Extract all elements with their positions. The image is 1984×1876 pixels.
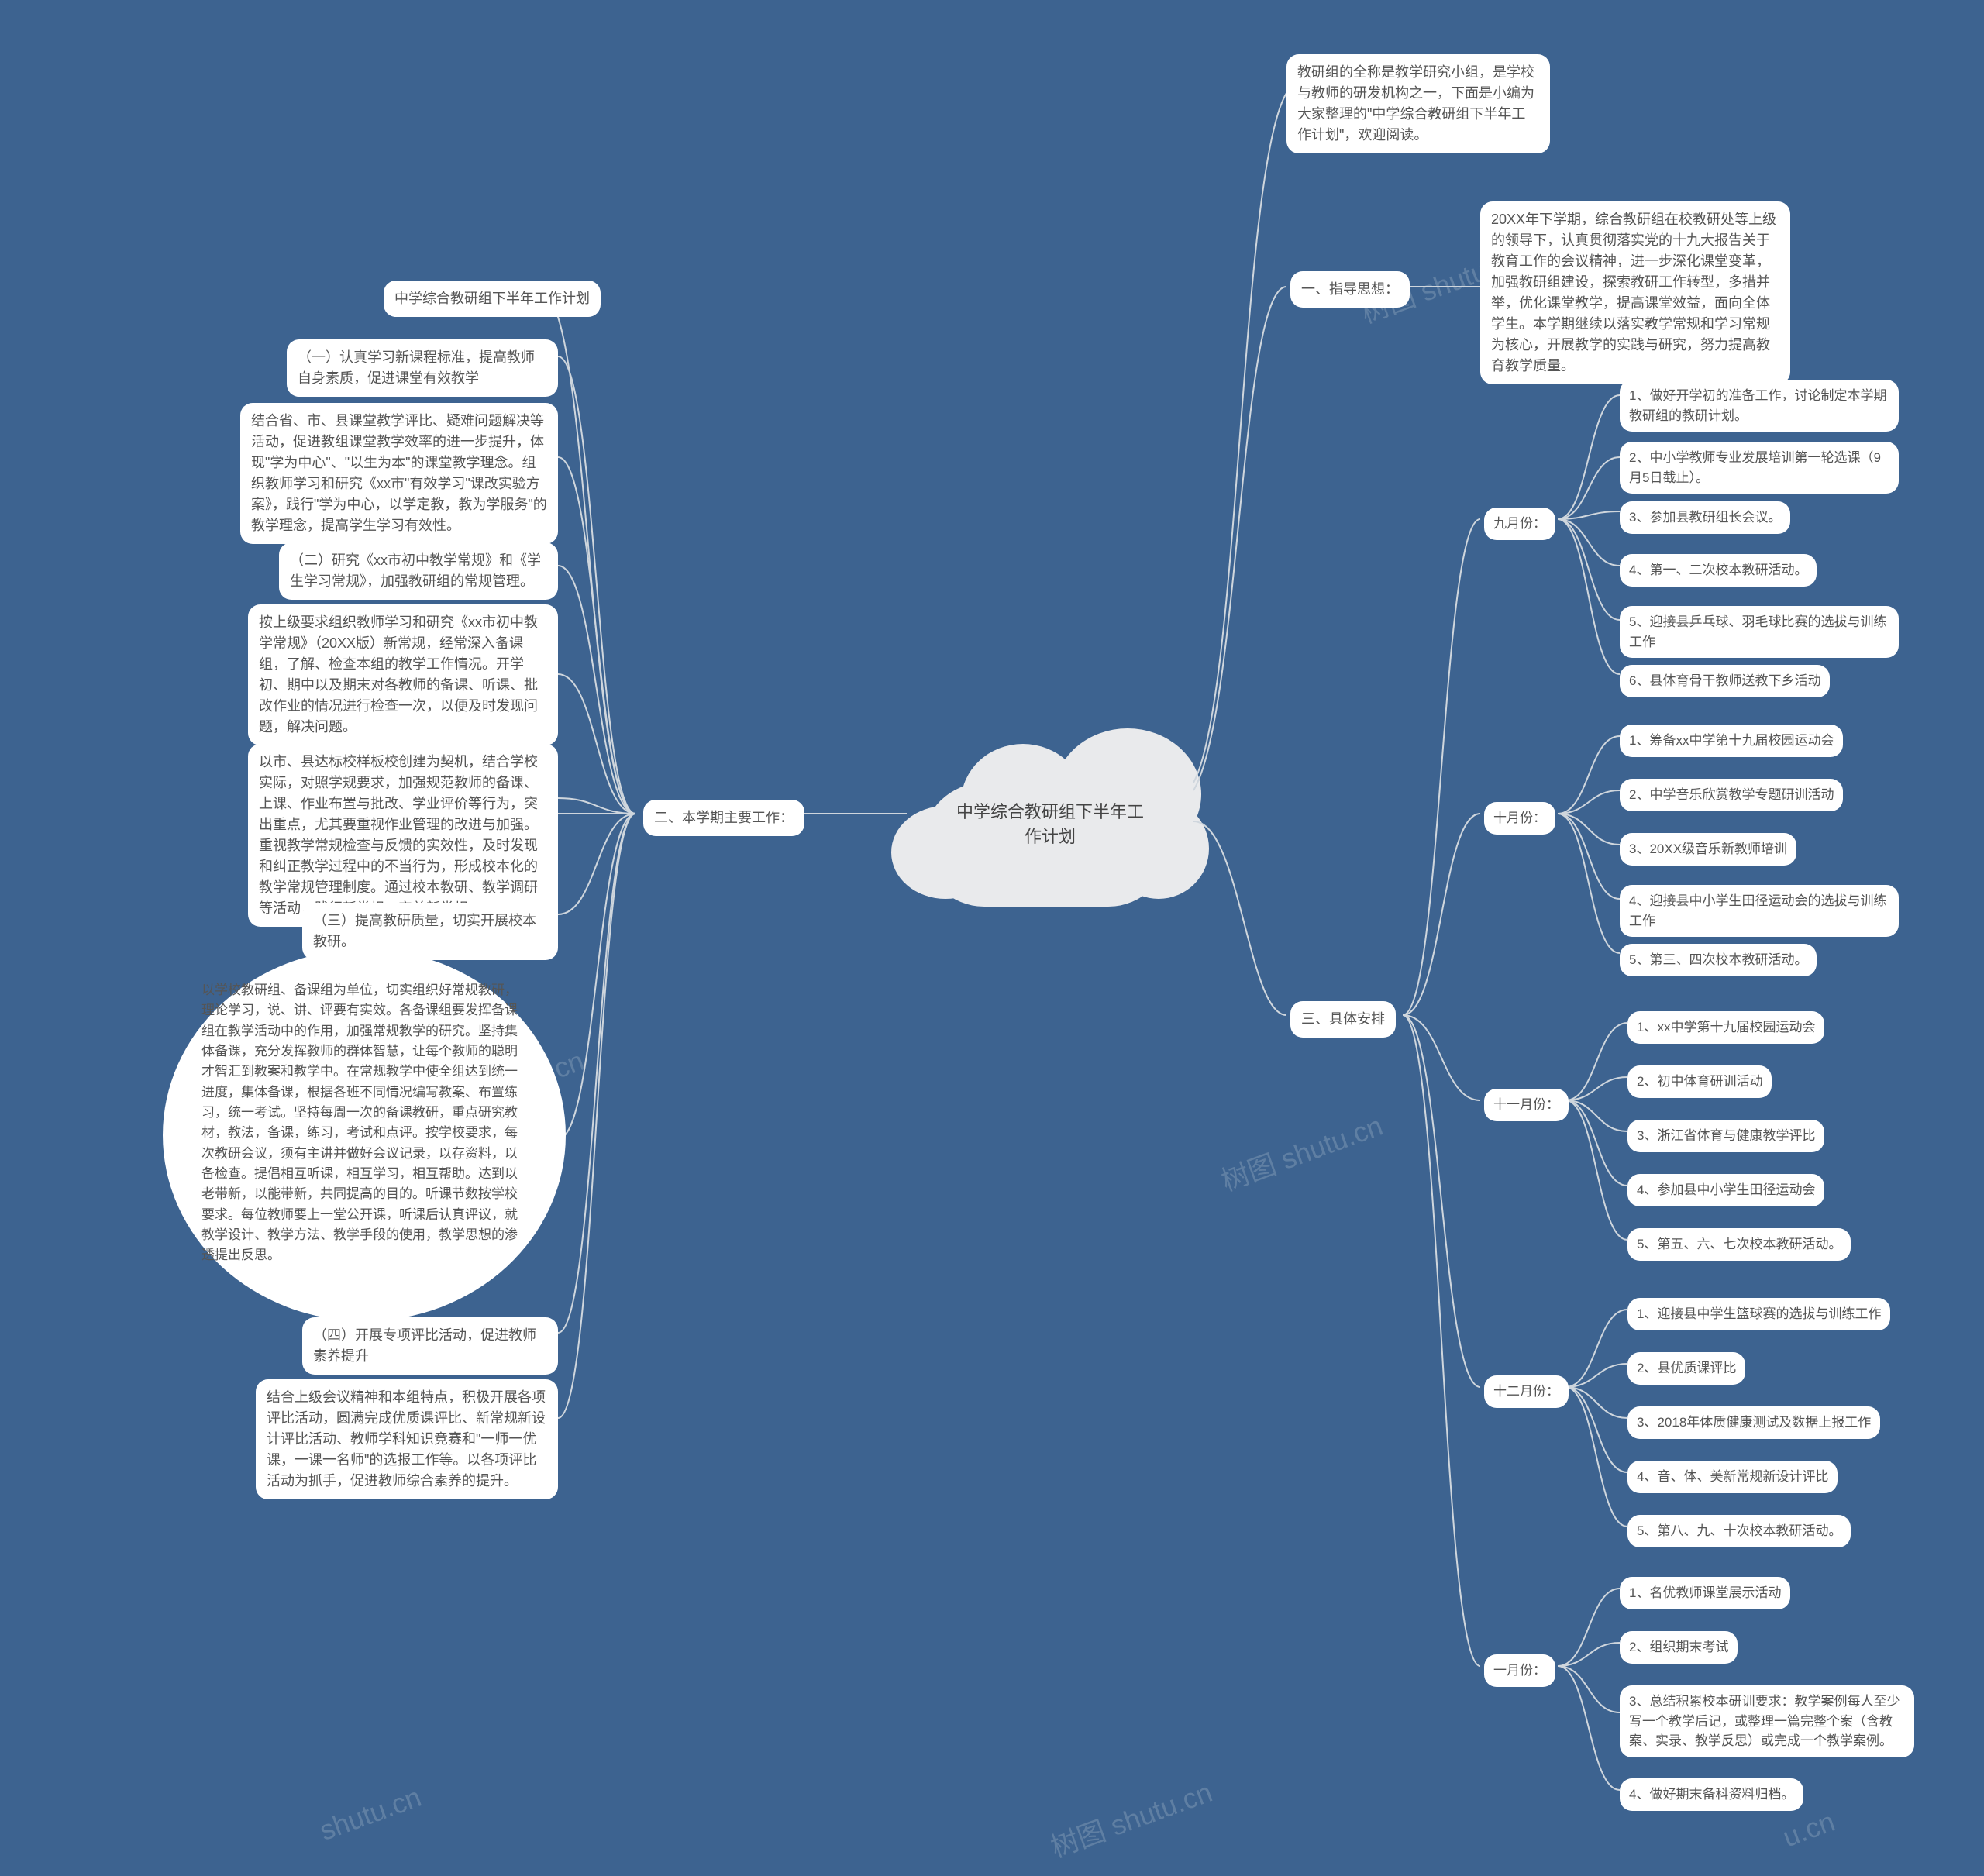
jan-item-4: 4、做好期末备科资料归档。	[1620, 1778, 1803, 1811]
left-top-title: 中学综合教研组下半年工作计划	[384, 281, 601, 317]
left-item1: （一）认真学习新课程标准，提高教师自身素质，促进课堂有效教学	[287, 339, 558, 397]
oct-item-4: 4、迎接县中小学生田径运动会的选拔与训练工作	[1620, 885, 1899, 937]
oct-item-3: 3、20XX级音乐新教师培训	[1620, 833, 1796, 866]
left-item2-detail2: 以市、县达标校样板校创建为契机，结合学校实际，对照学规要求，加强规范教师的备课、…	[248, 744, 558, 927]
sep-item-6: 6、县体育骨干教师送教下乡活动	[1620, 665, 1830, 697]
section1-detail: 20XX年下学期，综合教研组在校教研处等上级的领导下，认真贯彻落实党的十九大报告…	[1480, 201, 1790, 384]
dec-item-1: 1、迎接县中学生篮球赛的选拔与训练工作	[1628, 1298, 1890, 1330]
right-intro: 教研组的全称是教学研究小组，是学校与教师的研发机构之一，下面是小编为大家整理的"…	[1286, 54, 1550, 153]
watermark: shutu.cn	[315, 1781, 425, 1847]
nov-item-4: 4、参加县中小学生田径运动会	[1628, 1174, 1824, 1206]
dec-item-4: 4、音、体、美新常规新设计评比	[1628, 1461, 1838, 1493]
section2-label: 二、本学期主要工作：	[643, 800, 804, 836]
left-item4: （四）开展专项评比活动，促进教师素养提升	[302, 1317, 558, 1375]
dec-item-2: 2、县优质课评比	[1628, 1352, 1745, 1385]
nov-item-1: 1、xx中学第十九届校园运动会	[1628, 1011, 1824, 1044]
nov-item-5: 5、第五、六、七次校本教研活动。	[1628, 1228, 1851, 1261]
watermark: 树图 shutu.cn	[1215, 1103, 1388, 1199]
sep-item-3: 3、参加县教研组长会议。	[1620, 501, 1790, 534]
nov-item-3: 3、浙江省体育与健康教学评比	[1628, 1120, 1824, 1152]
oct-item-5: 5、第三、四次校本教研活动。	[1620, 944, 1817, 976]
oct-item-1: 1、筹备xx中学第十九届校园运动会	[1620, 725, 1843, 757]
dec-item-5: 5、第八、九、十次校本教研活动。	[1628, 1515, 1851, 1547]
jan-item-1: 1、名优教师课堂展示活动	[1620, 1577, 1790, 1609]
left-item2: （二）研究《xx市初中教学常规》和《学生学习常规》，加强教研组的常规管理。	[279, 542, 558, 600]
left-item4-detail: 结合上级会议精神和本组特点，积极开展各项评比活动，圆满完成优质课评比、新常规新设…	[256, 1379, 558, 1499]
jan-item-2: 2、组织期末考试	[1620, 1631, 1738, 1664]
sep-item-1: 1、做好开学初的准备工作，讨论制定本学期教研组的教研计划。	[1620, 380, 1899, 432]
month-jan: 一月份：	[1484, 1654, 1555, 1687]
watermark: 树图 shutu.cn	[1045, 1770, 1218, 1865]
month-sep: 九月份：	[1484, 508, 1555, 540]
center-title: 中学综合教研组下半年工作计划	[953, 798, 1147, 848]
nov-item-2: 2、初中体育研训活动	[1628, 1065, 1772, 1098]
left-item3-detail: 以学校教研组、备课组为单位，切实组织好常规教研，理论学习，说、讲、评要有实效。各…	[163, 949, 566, 1321]
sep-item-4: 4、第一、二次校本教研活动。	[1620, 554, 1817, 587]
month-dec: 十二月份：	[1484, 1375, 1569, 1408]
oct-item-2: 2、中学音乐欣赏教学专题研训活动	[1620, 779, 1843, 811]
jan-item-3: 3、总结积累校本研训要求：教学案例每人至少写一个教学后记，或整理一篇完整个案（含…	[1620, 1685, 1914, 1757]
sep-item-2: 2、中小学教师专业发展培训第一轮选课（9月5日截止）。	[1620, 442, 1899, 494]
left-item1-detail: 结合省、市、县课堂教学评比、疑难问题解决等活动，促进教组课堂教学效率的进一步提升…	[240, 403, 558, 544]
dec-item-3: 3、2018年体质健康测试及数据上报工作	[1628, 1406, 1880, 1439]
sep-item-5: 5、迎接县乒乓球、羽毛球比赛的选拔与训练工作	[1620, 606, 1899, 658]
month-nov: 十一月份：	[1484, 1089, 1569, 1121]
section1-label: 一、指导思想：	[1290, 271, 1410, 308]
left-item2-detail: 按上级要求组织教师学习和研究《xx市初中教学常规》（20XX版）新常规，经常深入…	[248, 604, 558, 745]
watermark: u.cn	[1779, 1805, 1839, 1854]
section3-label: 三、具体安排	[1290, 1001, 1396, 1038]
month-oct: 十月份：	[1484, 802, 1555, 835]
